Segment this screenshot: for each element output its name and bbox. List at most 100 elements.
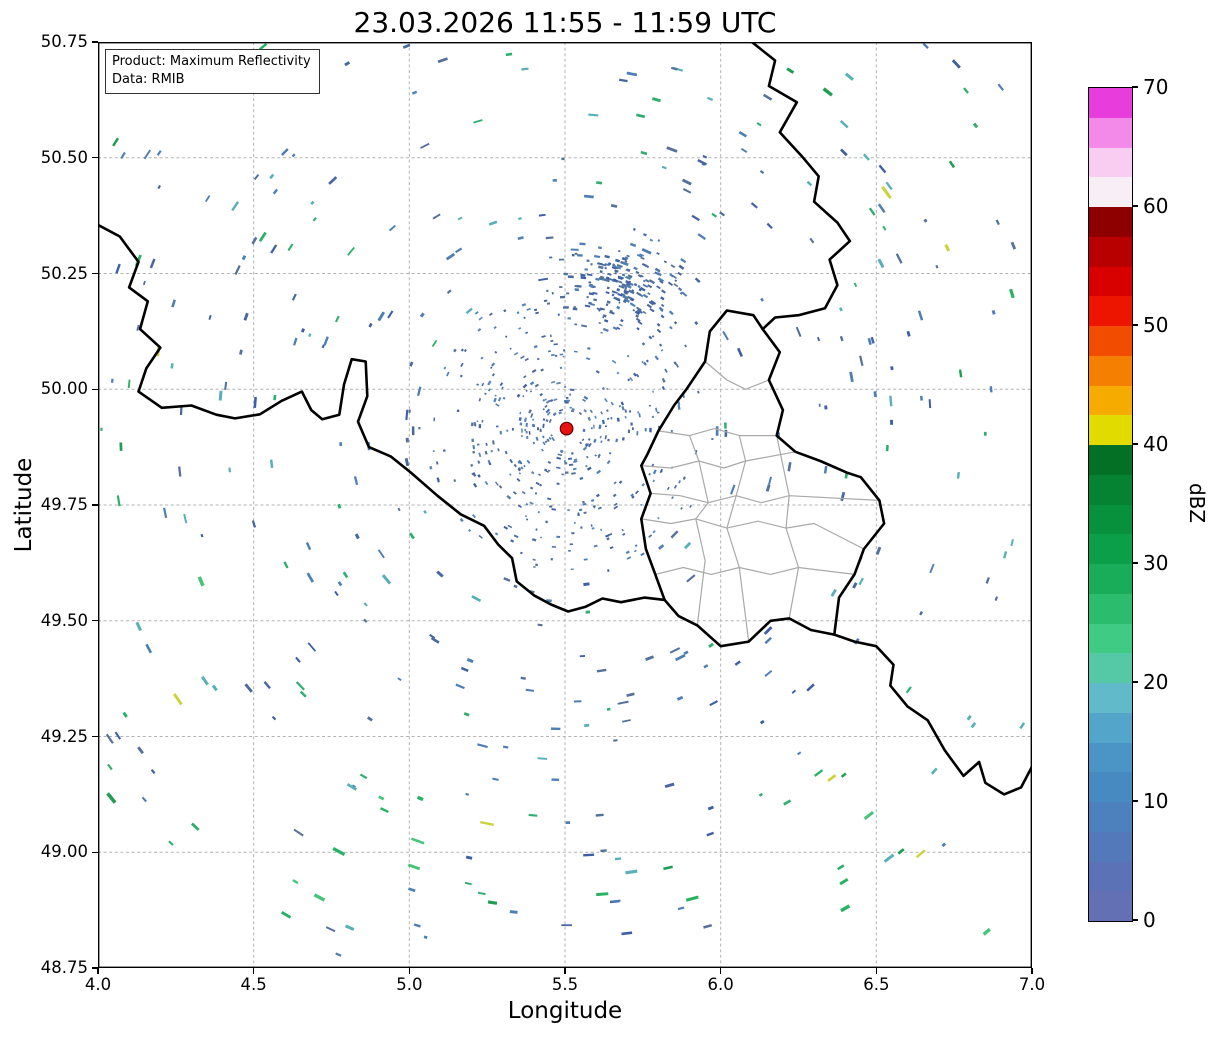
radar-echo xyxy=(472,472,477,477)
radar-echo xyxy=(241,255,247,261)
radar-echo xyxy=(885,444,889,452)
colorbar-segment xyxy=(1089,445,1132,475)
radar-echo xyxy=(464,881,472,886)
radar-echo xyxy=(628,410,632,413)
radar-echo xyxy=(478,316,483,321)
y-tick-mark xyxy=(92,851,98,853)
radar-echo xyxy=(156,150,162,156)
radar-echo xyxy=(557,453,563,457)
radar-echo xyxy=(763,93,773,101)
radar-echo xyxy=(574,285,580,288)
radar-echo xyxy=(480,356,484,360)
regional-border xyxy=(688,435,709,626)
radar-echo xyxy=(577,253,583,257)
radar-echo xyxy=(625,280,631,285)
radar-echo xyxy=(612,493,617,498)
radar-echo xyxy=(183,513,188,524)
y-tick-mark xyxy=(92,272,98,275)
radar-echo xyxy=(656,272,662,277)
radar-echo xyxy=(224,381,228,390)
radar-echo xyxy=(672,275,678,280)
y-tick-label: 49.75 xyxy=(40,495,88,514)
radar-echo xyxy=(652,469,657,475)
radar-echo xyxy=(664,782,675,789)
radar-echo xyxy=(516,311,520,315)
radar-echo xyxy=(574,323,578,326)
radar-echo xyxy=(518,417,522,422)
radar-echo xyxy=(765,484,771,492)
radar-echo xyxy=(429,633,436,639)
radar-echo xyxy=(281,148,289,156)
radar-echo xyxy=(498,485,503,489)
radar-echo xyxy=(363,602,368,607)
radar-echo xyxy=(553,412,557,416)
radar-echo xyxy=(476,383,479,386)
radar-echo xyxy=(616,298,621,302)
radar-echo xyxy=(521,491,526,495)
radar-echo xyxy=(588,113,599,117)
radar-echo xyxy=(586,259,590,263)
radar-echo xyxy=(570,451,574,455)
colorbar-tick-label: 30 xyxy=(1143,551,1169,575)
radar-echo xyxy=(443,366,447,370)
radar-echo xyxy=(875,546,882,555)
radar-echo xyxy=(416,795,424,802)
radar-echo xyxy=(600,411,603,415)
radar-echo xyxy=(592,504,596,508)
radar-echo xyxy=(620,401,625,406)
product-label: Product: Maximum Reflectivity xyxy=(112,54,311,69)
radar-echo xyxy=(608,451,612,455)
radar-echo xyxy=(593,506,596,509)
radar-echo xyxy=(593,438,597,443)
national-border xyxy=(663,598,836,648)
radar-echo xyxy=(863,810,874,820)
radar-echo xyxy=(840,904,851,913)
colorbar-segment xyxy=(1089,117,1132,148)
radar-echo xyxy=(840,491,846,502)
colorbar-label: dBZ xyxy=(1185,482,1209,524)
radar-echo xyxy=(599,435,602,439)
y-tick-mark xyxy=(92,620,98,622)
radar-echo xyxy=(531,369,537,373)
radar-echo xyxy=(637,320,643,325)
radar-echo xyxy=(323,336,329,346)
colorbar-segment xyxy=(1089,712,1132,743)
radar-echo xyxy=(610,416,613,420)
colorbar-segment xyxy=(1089,296,1132,326)
radar-echo xyxy=(559,295,566,299)
radar-echo xyxy=(595,493,600,498)
radar-echo xyxy=(599,270,603,274)
radar-echo xyxy=(567,509,570,511)
radar-echo xyxy=(574,252,578,255)
radar-echo xyxy=(172,693,183,706)
radar-echo xyxy=(783,799,792,806)
radar-echo xyxy=(606,537,610,541)
radar-echo xyxy=(142,280,146,286)
radar-echo xyxy=(621,273,626,277)
radar-echo xyxy=(344,61,351,67)
radar-echo xyxy=(477,474,481,478)
radar-echo xyxy=(1019,722,1026,730)
radar-echo xyxy=(648,534,653,538)
radar-echo xyxy=(642,361,647,366)
radar-echo xyxy=(1010,539,1015,547)
radar-echo xyxy=(597,262,603,266)
radar-echo xyxy=(660,296,665,301)
radar-echo xyxy=(567,317,571,320)
radar-echo xyxy=(550,380,556,384)
radar-echo xyxy=(609,546,614,550)
radar-echo xyxy=(633,549,637,553)
radar-echo xyxy=(516,478,521,482)
radar-echo xyxy=(809,237,815,244)
radar-echo xyxy=(569,393,571,396)
radar-echo xyxy=(416,386,422,397)
radar-echo xyxy=(707,805,714,811)
radar-echo xyxy=(600,528,603,531)
radar-echo xyxy=(658,544,665,550)
radar-echo xyxy=(413,923,421,928)
radar-echo xyxy=(584,304,591,308)
radar-echo xyxy=(849,371,854,383)
radar-echo xyxy=(251,520,257,528)
radar-echo xyxy=(605,534,610,538)
radar-echo xyxy=(528,431,531,435)
